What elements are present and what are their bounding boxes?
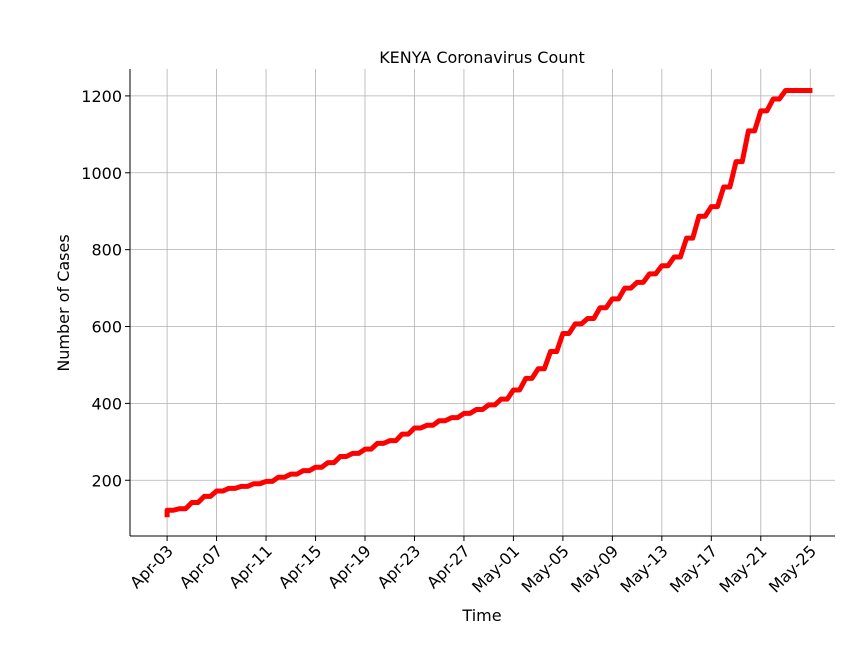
series-line <box>164 88 813 518</box>
x-tick-label: May-05 <box>518 541 573 596</box>
x-tick-label: Apr-27 <box>423 541 474 592</box>
y-tick-label: 1000 <box>81 164 122 183</box>
series-group <box>164 88 813 518</box>
x-tick-label: Apr-07 <box>176 541 227 592</box>
x-tick-label: May-01 <box>468 541 523 596</box>
x-tick-label: May-17 <box>666 541 721 596</box>
y-tick-label: 400 <box>91 394 122 413</box>
y-axis-label: Number of Cases <box>54 234 73 371</box>
x-axis-ticks: Apr-03Apr-07Apr-11Apr-15Apr-19Apr-23Apr-… <box>126 536 820 597</box>
x-tick-label: Apr-19 <box>324 541 375 592</box>
x-tick-label: Apr-15 <box>275 541 326 592</box>
x-tick-label: May-25 <box>765 541 820 596</box>
grid <box>130 69 835 536</box>
x-tick-label: May-21 <box>716 541 771 596</box>
x-tick-label: May-13 <box>617 541 672 596</box>
y-tick-label: 1200 <box>81 87 122 106</box>
y-tick-label: 600 <box>91 318 122 337</box>
x-tick-label: Apr-03 <box>126 541 177 592</box>
y-tick-label: 800 <box>91 241 122 260</box>
x-tick-label: Apr-11 <box>225 541 276 592</box>
y-axis-ticks: 200 400 600 800 1000 1200 <box>81 87 130 490</box>
axes-spines <box>129 69 835 537</box>
x-tick-label: May-09 <box>567 541 622 596</box>
chart-title: KENYA Coronavirus Count <box>379 48 585 67</box>
y-tick-label: 200 <box>91 471 122 490</box>
x-tick-label: Apr-23 <box>374 541 425 592</box>
x-axis-label: Time <box>461 606 501 625</box>
